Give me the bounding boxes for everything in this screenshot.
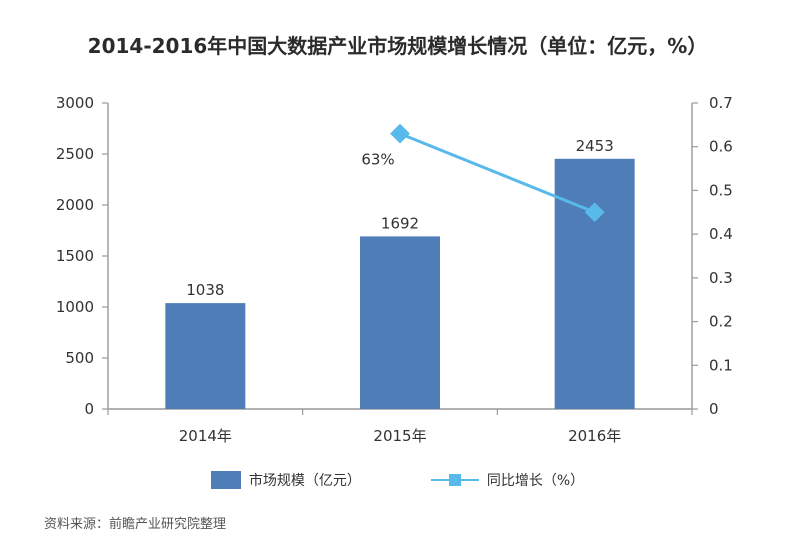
labels-layer: 1038 1692 2453 63% <box>186 137 614 299</box>
source-note: 资料来源：前瞻产业研究院整理 <box>44 517 227 532</box>
x-axis-category-label: 2015年 <box>373 427 426 445</box>
chart-title: 2014-2016年中国大数据产业市场规模增长情况（单位：亿元，%） <box>87 34 708 58</box>
x-axis-category-label: 2016年 <box>568 427 621 445</box>
chart-legend: 市场规模（亿元） 同比增长（%） <box>0 468 795 492</box>
x-axis-category-label: 2014年 <box>179 427 232 445</box>
left-y-tick-label: 1500 <box>56 247 94 265</box>
right-y-tick-label: 0.2 <box>709 313 733 331</box>
growth-rate-data-label: 63% <box>361 151 394 169</box>
left-y-tick-label: 2500 <box>56 145 94 163</box>
market-size-bar <box>360 236 440 409</box>
legend-line-swatch <box>430 471 479 489</box>
right-y-tick-label: 0.4 <box>709 225 733 243</box>
market-size-bar <box>165 303 246 409</box>
market-size-bar <box>554 158 635 409</box>
right-y-tick-label: 0.7 <box>709 94 733 112</box>
legend-bar-swatch <box>210 471 241 489</box>
right-y-tick-label: 0.3 <box>709 269 733 287</box>
right-y-tick-label: 0 <box>709 400 719 418</box>
legend-growth-rate-label: 同比增长（%） <box>486 473 585 489</box>
bars-layer <box>165 158 635 409</box>
legend-market-size: 市场规模（亿元） <box>210 470 361 490</box>
right-y-tick-label: 0.5 <box>709 181 733 199</box>
left-y-tick-label: 3000 <box>56 94 94 112</box>
growth-rate-point <box>390 123 410 144</box>
left-y-tick-label: 500 <box>65 349 94 367</box>
market-size-data-label: 1692 <box>381 214 419 232</box>
market-size-data-label: 2453 <box>576 137 614 155</box>
legend-market-size-label: 市场规模（亿元） <box>248 473 361 489</box>
left-y-tick-label: 2000 <box>56 196 94 214</box>
growth-rate-line <box>399 132 596 214</box>
left-y-tick-label: 0 <box>84 400 94 418</box>
left-y-tick-label: 1000 <box>56 298 94 316</box>
right-y-tick-label: 0.6 <box>709 138 733 156</box>
right-y-tick-label: 0.1 <box>709 356 733 374</box>
market-size-data-label: 1038 <box>186 281 224 299</box>
legend-growth-rate: 同比增长（%） <box>430 470 585 490</box>
